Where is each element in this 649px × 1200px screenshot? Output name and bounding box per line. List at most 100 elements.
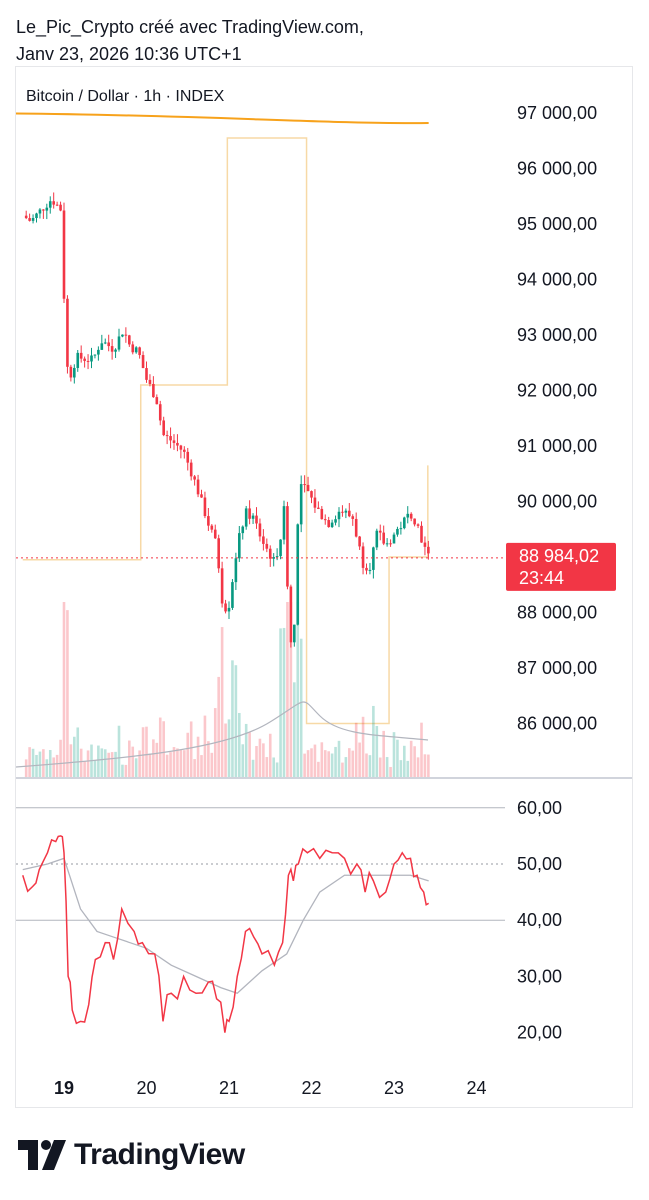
candle-body: [403, 517, 406, 529]
volume-bar: [200, 755, 203, 777]
volume-bar: [382, 730, 385, 777]
volume-bar: [114, 751, 117, 777]
candle-body: [35, 213, 38, 219]
volume-bar: [193, 759, 196, 777]
rsi-series: [22, 835, 430, 1033]
rsi-average-line: [22, 857, 429, 994]
volume-bar: [244, 723, 248, 777]
candle-body: [241, 526, 245, 534]
candle-body: [296, 524, 300, 625]
volume-bar: [241, 744, 245, 777]
candle-body: [372, 547, 375, 570]
candle-body: [354, 518, 358, 537]
candle-body: [365, 567, 368, 571]
volume-bar: [255, 746, 258, 777]
candle-body: [231, 582, 234, 608]
volume-bar: [317, 761, 320, 777]
candle-body: [45, 207, 49, 211]
candle-body: [399, 528, 403, 530]
volume-bar: [296, 602, 300, 777]
candle-body: [79, 352, 83, 359]
volume-bar: [327, 751, 330, 777]
volume-bar: [378, 757, 382, 777]
candle-body: [193, 476, 196, 480]
candle-body: [268, 548, 272, 559]
volume-bar: [186, 732, 190, 777]
volume-bar: [110, 752, 114, 777]
candle-body: [76, 352, 80, 368]
volume-bar: [330, 753, 334, 777]
volume-bar: [183, 750, 186, 777]
volume-bar: [416, 757, 420, 777]
volume-bar: [403, 745, 406, 777]
tradingview-logo[interactable]: TradingView: [18, 1138, 245, 1172]
volume-bar: [389, 766, 392, 777]
rsi-reference-lines: [16, 807, 505, 921]
volume-bar: [258, 738, 262, 777]
candle-body: [306, 484, 310, 492]
range-box-path: [22, 137, 429, 725]
candle-body: [423, 542, 427, 547]
candle-body: [66, 298, 69, 367]
candle-body: [128, 335, 131, 345]
price-tick-label: 94 000,00: [517, 270, 597, 290]
candle-body: [389, 543, 392, 545]
candle-body: [110, 346, 114, 352]
volume-ma-line: [15, 701, 429, 768]
candle-body: [385, 543, 389, 545]
last-price-value: 88 984,02: [519, 546, 599, 566]
time-axis: 19 20 21 22 23 24: [54, 1078, 487, 1098]
volume-bar: [279, 628, 282, 777]
candle-body: [217, 538, 220, 569]
candle-body: [262, 536, 265, 544]
candle-body: [152, 383, 155, 398]
volume-bar: [286, 602, 289, 777]
volume-bar: [234, 665, 238, 777]
candle-body: [361, 546, 365, 568]
bar-countdown: 23:44: [519, 568, 564, 588]
candle-body: [303, 484, 306, 486]
candle-body: [279, 539, 282, 557]
volume-bar: [52, 757, 55, 777]
candle-body: [103, 342, 107, 344]
candle-body: [213, 529, 217, 539]
candle-body: [351, 516, 355, 519]
volume-bar: [179, 750, 183, 777]
volume-bar: [372, 705, 375, 777]
candle-body: [224, 603, 227, 612]
rsi-tick-label: 20,00: [517, 1023, 562, 1043]
volume-bar: [145, 726, 148, 777]
candle-body: [183, 449, 186, 452]
volume-bar: [76, 727, 80, 777]
candle-body: [413, 518, 416, 525]
volume-bars: [15, 602, 430, 777]
volume-bar: [203, 715, 207, 777]
candle-body: [251, 515, 255, 519]
candle-body: [244, 508, 248, 527]
volume-bar: [427, 754, 430, 777]
volume-bar: [210, 752, 214, 777]
volume-bar: [66, 610, 69, 777]
volume-bar: [73, 736, 76, 777]
moving-average-line: [15, 112, 429, 125]
volume-bar: [45, 759, 49, 777]
rsi-tick-label: 60,00: [517, 798, 562, 818]
volume-bar: [28, 747, 31, 777]
candle-body: [238, 533, 241, 559]
candle-body: [248, 508, 251, 519]
candle-body: [73, 367, 76, 378]
volume-bar: [262, 743, 265, 777]
candle-body: [69, 366, 73, 378]
volume-bar: [134, 758, 138, 777]
candle-body: [165, 435, 169, 437]
candle-body: [179, 445, 183, 450]
volume-bar: [93, 760, 97, 777]
range-box-line: [22, 137, 429, 725]
volume-bar: [148, 753, 152, 777]
volume-bar: [344, 757, 348, 777]
candle-body: [406, 513, 410, 518]
candle-body: [375, 530, 379, 548]
volume-bar: [268, 733, 272, 777]
volume-bar: [117, 725, 121, 777]
